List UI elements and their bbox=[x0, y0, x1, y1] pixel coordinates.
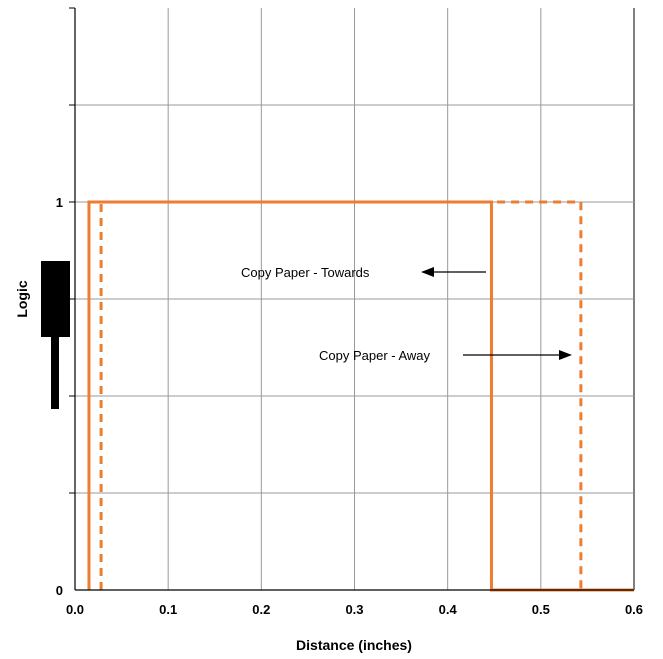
annotation-towards: Copy Paper - Towards bbox=[241, 265, 486, 280]
y-axis-title: Logic bbox=[14, 280, 30, 318]
annotation-towards-arrowhead bbox=[421, 267, 434, 277]
y-tick-label: 0 bbox=[56, 583, 63, 598]
x-tick-label: 0.0 bbox=[66, 602, 84, 617]
annotation-away-arrowhead bbox=[559, 350, 572, 360]
y-tick-label: 1 bbox=[56, 195, 63, 210]
x-tick-label: 0.3 bbox=[345, 602, 363, 617]
x-axis-title: Distance (inches) bbox=[296, 637, 412, 653]
x-tick-label: 0.2 bbox=[252, 602, 270, 617]
x-tick-label: 0.5 bbox=[532, 602, 550, 617]
annotation-towards-label: Copy Paper - Towards bbox=[241, 265, 370, 280]
annotation-away: Copy Paper - Away bbox=[319, 348, 572, 363]
x-tick-label: 0.4 bbox=[439, 602, 458, 617]
tick-labels: 0.0 0.1 0.2 0.3 0.4 0.5 0.6 0 1 bbox=[56, 195, 643, 617]
x-tick-label: 0.1 bbox=[159, 602, 177, 617]
annotation-away-label: Copy Paper - Away bbox=[319, 348, 431, 363]
axes bbox=[74, 8, 634, 591]
black-marker-shape bbox=[41, 261, 70, 409]
grid-lines bbox=[69, 7, 635, 590]
x-tick-label: 0.6 bbox=[625, 602, 643, 617]
